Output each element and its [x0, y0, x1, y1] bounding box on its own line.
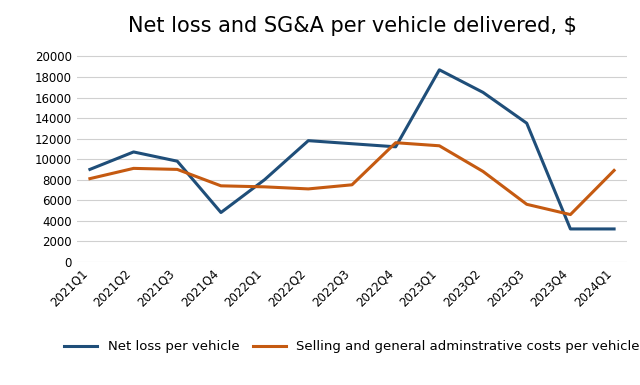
- Line: Net loss per vehicle: Net loss per vehicle: [90, 70, 614, 229]
- Selling and general adminstrative costs per vehicle: [348, 182, 356, 187]
- Selling and general adminstrative costs per vehicle: [566, 212, 574, 217]
- Selling and general adminstrative costs per vehicle: [173, 167, 181, 172]
- Net loss per vehicle: [479, 90, 487, 95]
- Line: Selling and general adminstrative costs per vehicle: Selling and general adminstrative costs …: [90, 143, 614, 214]
- Net loss per vehicle: [436, 67, 444, 72]
- Selling and general adminstrative costs per vehicle: [523, 202, 531, 207]
- Net loss per vehicle: [392, 144, 399, 149]
- Selling and general adminstrative costs per vehicle: [392, 141, 399, 145]
- Net loss per vehicle: [173, 159, 181, 164]
- Net loss per vehicle: [305, 138, 312, 143]
- Selling and general adminstrative costs per vehicle: [86, 176, 93, 181]
- Net loss per vehicle: [611, 227, 618, 231]
- Legend: Net loss per vehicle, Selling and general adminstrative costs per vehicle: Net loss per vehicle, Selling and genera…: [59, 335, 640, 359]
- Selling and general adminstrative costs per vehicle: [479, 169, 487, 174]
- Net loss per vehicle: [260, 177, 268, 182]
- Net loss per vehicle: [130, 150, 138, 154]
- Selling and general adminstrative costs per vehicle: [305, 187, 312, 191]
- Selling and general adminstrative costs per vehicle: [130, 166, 138, 171]
- Selling and general adminstrative costs per vehicle: [260, 184, 268, 189]
- Net loss per vehicle: [217, 210, 225, 215]
- Selling and general adminstrative costs per vehicle: [436, 144, 444, 148]
- Net loss per vehicle: [86, 167, 93, 172]
- Net loss per vehicle: [566, 227, 574, 231]
- Selling and general adminstrative costs per vehicle: [611, 168, 618, 173]
- Net loss per vehicle: [523, 121, 531, 126]
- Selling and general adminstrative costs per vehicle: [217, 184, 225, 188]
- Net loss per vehicle: [348, 141, 356, 146]
- Title: Net loss and SG&A per vehicle delivered, $: Net loss and SG&A per vehicle delivered,…: [127, 16, 577, 36]
